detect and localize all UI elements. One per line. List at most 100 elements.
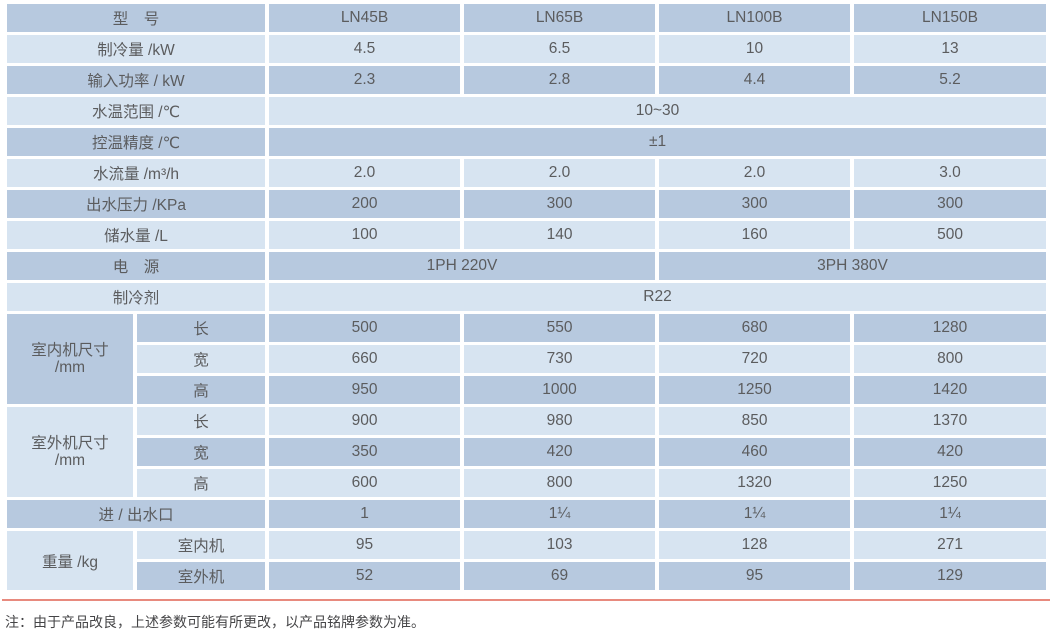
- value-cell: 1370: [854, 407, 1047, 435]
- value-cell: 1280: [854, 314, 1047, 342]
- table-row-refrigerant: 制冷剂 R22: [7, 283, 1047, 311]
- value-cell: 1420: [854, 376, 1047, 404]
- table-row-water-flow: 水流量 /m³/h 2.0 2.0 2.0 3.0: [7, 159, 1047, 187]
- value-cell: 800: [854, 345, 1047, 373]
- table-row-indoor-length: 室内机尺寸 /mm 长 500 550 680 1280: [7, 314, 1047, 404]
- group-label-indoor-dims: 室内机尺寸 /mm: [7, 314, 133, 404]
- value-cell: 2.0: [659, 159, 851, 187]
- table-row-weight-indoor: 重量 /kg 室内机 95 103 128 271: [7, 531, 1047, 590]
- weight-sub-label: 室外机: [137, 562, 266, 590]
- value-cell: 13: [854, 35, 1047, 63]
- value-cell: 350: [269, 438, 461, 466]
- row-label: 制冷剂: [7, 283, 266, 311]
- value-cell: 1¼: [854, 500, 1047, 528]
- table-row-outlet-pressure: 出水压力 /KPa 200 300 300 300: [7, 190, 1047, 218]
- table-row-indoor-width: 宽 660 730 720 800: [7, 345, 1047, 373]
- dim-sub-label: 高: [137, 376, 266, 404]
- row-label: 输入功率 / kW: [7, 66, 266, 94]
- value-cell: 500: [854, 221, 1047, 249]
- footnote-text: 注：由于产品改良，上述参数可能有所更改，以产品铭牌参数为准。: [5, 614, 425, 630]
- table-row-power-supply: 电 源 1PH 220V 3PH 380V: [7, 252, 1047, 280]
- value-cell: 300: [464, 190, 656, 218]
- value-cell: 660: [269, 345, 461, 373]
- table-row-input-power: 输入功率 / kW 2.3 2.8 4.4 5.2: [7, 66, 1047, 94]
- red-divider-line: [2, 599, 1050, 601]
- weight-sub-label: 室内机: [137, 531, 266, 559]
- model-header-cell: LN45B: [269, 4, 461, 32]
- model-header-cell: LN100B: [659, 4, 851, 32]
- spec-table: 型 号 LN45B LN65B LN100B LN150B 制冷量 /kW 4.…: [3, 1, 1050, 593]
- value-cell: 850: [659, 407, 851, 435]
- value-cell: 1250: [854, 469, 1047, 497]
- value-cell: 200: [269, 190, 461, 218]
- value-cell: 10: [659, 35, 851, 63]
- value-cell: 2.0: [269, 159, 461, 187]
- row-label: 水流量 /m³/h: [7, 159, 266, 187]
- value-cell: 730: [464, 345, 656, 373]
- table-row-indoor-height: 高 950 1000 1250 1420: [7, 376, 1047, 404]
- row-label: 出水压力 /KPa: [7, 190, 266, 218]
- value-cell: 271: [854, 531, 1047, 559]
- value-cell: 4.4: [659, 66, 851, 94]
- value-cell: 95: [659, 562, 851, 590]
- value-cell: 300: [854, 190, 1047, 218]
- value-cell: 980: [464, 407, 656, 435]
- value-cell: 140: [464, 221, 656, 249]
- dim-sub-label: 宽: [137, 345, 266, 373]
- value-cell: 128: [659, 531, 851, 559]
- value-cell: 460: [659, 438, 851, 466]
- table-row-weight-outdoor: 室外机 52 69 95 129: [7, 562, 1047, 590]
- value-cell: 1: [269, 500, 461, 528]
- table-row-outdoor-height: 高 600 800 1320 1250: [7, 469, 1047, 497]
- dim-sub-label: 长: [137, 407, 266, 435]
- merged-value-cell: 10~30: [269, 97, 1047, 125]
- value-cell: 1320: [659, 469, 851, 497]
- table-row-water-temp-range: 水温范围 /℃ 10~30: [7, 97, 1047, 125]
- row-label: 水温范围 /℃: [7, 97, 266, 125]
- row-label: 进 / 出水口: [7, 500, 266, 528]
- value-cell: 6.5: [464, 35, 656, 63]
- value-cell: 600: [269, 469, 461, 497]
- dim-sub-label: 高: [137, 469, 266, 497]
- value-cell: 900: [269, 407, 461, 435]
- value-cell: 1¼: [464, 500, 656, 528]
- dim-sub-label: 长: [137, 314, 266, 342]
- value-cell: 720: [659, 345, 851, 373]
- merged-value-cell: ±1: [269, 128, 1047, 156]
- model-header-cell: LN65B: [464, 4, 656, 32]
- merged-value-cell: R22: [269, 283, 1047, 311]
- value-cell: 2.0: [464, 159, 656, 187]
- value-cell: 160: [659, 221, 851, 249]
- value-cell: 1¼: [659, 500, 851, 528]
- group-label-weight: 重量 /kg: [7, 531, 133, 590]
- table-row-temp-precision: 控温精度 /℃ ±1: [7, 128, 1047, 156]
- value-cell: 420: [464, 438, 656, 466]
- value-cell: 52: [269, 562, 461, 590]
- value-cell: 129: [854, 562, 1047, 590]
- value-cell: 69: [464, 562, 656, 590]
- value-cell: 500: [269, 314, 461, 342]
- value-cell: 100: [269, 221, 461, 249]
- merged-value-cell-right: 3PH 380V: [659, 252, 1047, 280]
- row-label-model: 型 号: [7, 4, 266, 32]
- table-row-outdoor-length: 室外机尺寸 /mm 长 900 980 850 1370: [7, 407, 1047, 497]
- value-cell: 950: [269, 376, 461, 404]
- table-row-cooling-capacity: 制冷量 /kW 4.5 6.5 10 13: [7, 35, 1047, 63]
- row-label: 储水量 /L: [7, 221, 266, 249]
- value-cell: 3.0: [854, 159, 1047, 187]
- value-cell: 2.3: [269, 66, 461, 94]
- value-cell: 95: [269, 531, 461, 559]
- value-cell: 5.2: [854, 66, 1047, 94]
- table-row-water-storage: 储水量 /L 100 140 160 500: [7, 221, 1047, 249]
- value-cell: 4.5: [269, 35, 461, 63]
- value-cell: 1250: [659, 376, 851, 404]
- row-label: 制冷量 /kW: [7, 35, 266, 63]
- table-row-inlet-outlet: 进 / 出水口 1 1¼ 1¼ 1¼: [7, 500, 1047, 528]
- model-header-cell: LN150B: [854, 4, 1047, 32]
- dim-sub-label: 宽: [137, 438, 266, 466]
- value-cell: 680: [659, 314, 851, 342]
- value-cell: 550: [464, 314, 656, 342]
- value-cell: 1000: [464, 376, 656, 404]
- merged-value-cell-left: 1PH 220V: [269, 252, 656, 280]
- row-label: 控温精度 /℃: [7, 128, 266, 156]
